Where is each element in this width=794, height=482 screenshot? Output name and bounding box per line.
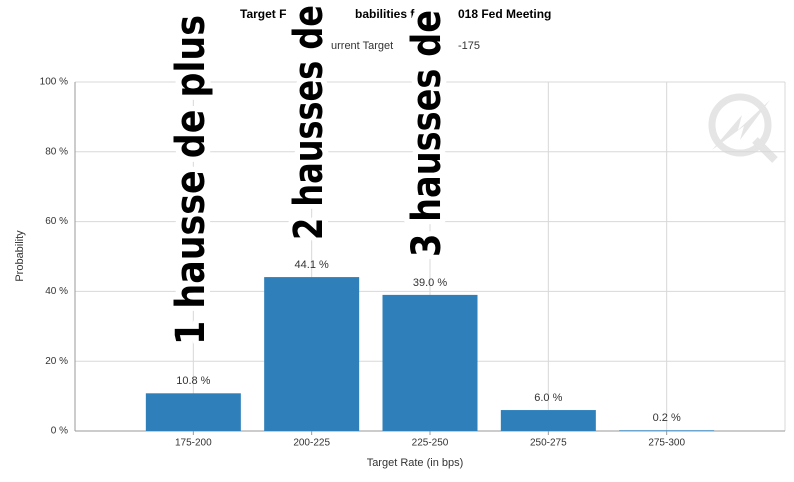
annotation: 3 hausses de — [404, 10, 450, 257]
chart-title: babilities for — [355, 7, 427, 21]
value-label: 0.2 % — [653, 412, 681, 424]
bar — [500, 410, 596, 431]
annotation: 2 hausses de — [286, 5, 332, 240]
bar — [382, 294, 478, 431]
watermark — [708, 93, 778, 163]
y-tick-label: 0 % — [51, 426, 68, 437]
value-label: 6.0 % — [534, 392, 562, 404]
x-tick-label: 200-225 — [293, 438, 330, 449]
annotation: 1 hausse de plus — [168, 15, 214, 345]
x-tick-label: 225-250 — [412, 438, 449, 449]
bar — [264, 277, 360, 431]
x-tick-label: 275-300 — [648, 438, 685, 449]
y-tick-label: 100 % — [40, 77, 68, 88]
y-tick-label: 20 % — [45, 356, 68, 367]
chart-title: Target F — [240, 7, 286, 21]
x-axis-title: Target Rate (in bps) — [367, 457, 464, 469]
y-tick-label: 40 % — [45, 286, 68, 297]
bar — [619, 430, 715, 431]
chart-subtitle: urrent Target — [331, 40, 393, 52]
value-label: 44.1 % — [295, 259, 329, 271]
y-axis-title: Probability — [14, 230, 26, 282]
value-label: 10.8 % — [176, 375, 210, 387]
chart-title: 018 Fed Meeting — [458, 7, 551, 21]
chart-subtitle: -175 — [458, 40, 480, 52]
x-tick-label: 250-275 — [530, 438, 567, 449]
y-tick-label: 80 % — [45, 146, 68, 157]
y-tick-label: 60 % — [45, 216, 68, 227]
x-tick-label: 175-200 — [175, 438, 212, 449]
value-label: 39.0 % — [413, 277, 447, 289]
bar — [145, 393, 241, 431]
